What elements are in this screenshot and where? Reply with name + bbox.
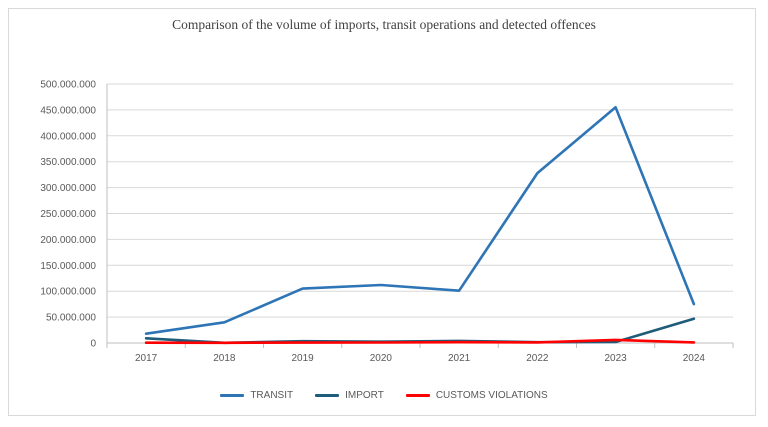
legend: TRANSIT IMPORT CUSTOMS VIOLATIONS [0,390,768,401]
y-tick-label: 350.000.000 [40,157,96,168]
y-tick-label: 50.000.000 [46,313,96,324]
x-tick-label: 2020 [370,353,393,364]
x-axis-ticks: 2017 2018 2019 2020 2021 2022 2023 2024 [106,343,734,364]
chart-title: Comparison of the volume of imports, tra… [172,17,596,32]
legend-swatch [315,394,340,397]
x-tick-label: 2017 [135,353,158,364]
legend-label: TRANSIT [250,390,294,401]
y-axis-ticks: 0 50.000.000 100.000.000 150.000.000 200.000… [40,80,96,350]
x-tick-label: 2019 [292,353,315,364]
x-tick-label: 2022 [526,353,549,364]
y-tick-label: 500.000.000 [40,80,96,91]
y-tick-label: 250.000.000 [40,209,96,220]
series-lines [144,106,696,345]
legend-swatch [220,394,245,397]
legend-label: CUSTOMS VIOLATIONS [435,390,548,401]
legend-label: IMPORT [345,390,384,401]
y-tick-label: 400.000.000 [40,131,96,142]
y-tick-label: 0 [90,339,96,350]
chart-frame [8,8,756,416]
x-tick-label: 2023 [605,353,628,364]
y-tick-label: 100.000.000 [40,287,96,298]
y-tick-label: 200.000.000 [40,235,96,246]
legend-item: IMPORT [315,390,384,401]
y-tick-label: 300.000.000 [40,183,96,194]
gridlines [107,83,733,318]
y-tick-label: 150.000.000 [40,261,96,272]
x-tick-label: 2018 [213,353,236,364]
x-tick-label: 2021 [448,353,471,364]
legend-swatch [405,394,430,397]
series-line-customs-violations [144,338,696,345]
legend-item: TRANSIT [220,390,293,401]
y-tick-label: 450.000.000 [40,105,96,116]
x-tick-label: 2024 [683,353,706,364]
legend-item: CUSTOMS VIOLATIONS [405,390,548,401]
series-line-transit [144,106,696,336]
